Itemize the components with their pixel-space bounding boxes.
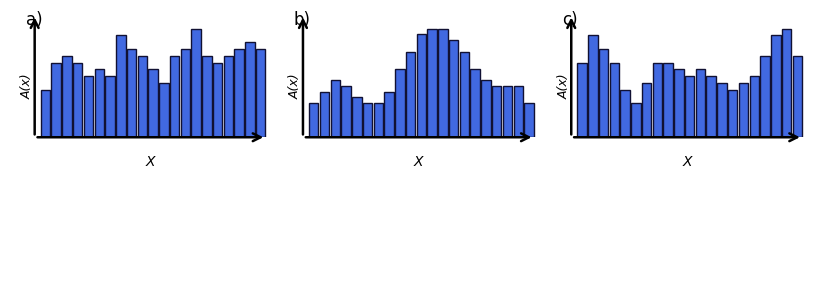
Text: b): b)	[293, 11, 311, 29]
Bar	[170, 56, 180, 137]
Bar	[41, 90, 50, 137]
Bar	[374, 103, 383, 137]
Text: A(x): A(x)	[557, 73, 570, 99]
Bar	[180, 49, 190, 137]
Bar	[246, 42, 254, 137]
Bar	[191, 29, 201, 137]
Bar	[213, 63, 223, 137]
Text: X: X	[414, 155, 424, 169]
Bar	[137, 56, 147, 137]
Bar	[750, 76, 759, 137]
Bar	[588, 35, 598, 137]
Bar	[159, 83, 168, 137]
Text: a): a)	[25, 11, 42, 29]
Bar	[331, 80, 340, 137]
Bar	[717, 83, 727, 137]
Bar	[577, 63, 587, 137]
Text: A(x): A(x)	[289, 73, 302, 99]
Bar	[524, 103, 534, 137]
Bar	[728, 90, 737, 137]
Bar	[148, 70, 158, 137]
Bar	[706, 76, 716, 137]
Bar	[63, 56, 72, 137]
Bar	[224, 56, 233, 137]
Text: c): c)	[562, 11, 578, 29]
Bar	[438, 29, 448, 137]
Bar	[116, 35, 125, 137]
Text: X: X	[146, 155, 155, 169]
Bar	[395, 69, 405, 137]
Bar	[341, 86, 350, 137]
Bar	[256, 49, 266, 137]
Bar	[631, 103, 641, 137]
Bar	[234, 49, 244, 137]
Bar	[352, 97, 362, 137]
Bar	[610, 63, 619, 137]
Bar	[94, 70, 104, 137]
Bar	[760, 56, 770, 137]
Bar	[492, 86, 502, 137]
Bar	[739, 83, 748, 137]
Bar	[685, 76, 694, 137]
Bar	[782, 29, 791, 137]
Bar	[653, 63, 662, 137]
Bar	[771, 35, 780, 137]
Bar	[696, 70, 705, 137]
Bar	[471, 69, 480, 137]
Bar	[320, 92, 329, 137]
Bar	[309, 103, 319, 137]
Bar	[642, 83, 651, 137]
Text: A(x): A(x)	[20, 73, 33, 99]
Bar	[73, 63, 82, 137]
Bar	[363, 103, 372, 137]
Bar	[106, 76, 115, 137]
Bar	[449, 40, 459, 137]
Bar	[481, 80, 491, 137]
Bar	[406, 52, 415, 137]
Bar	[51, 63, 61, 137]
Bar	[127, 49, 137, 137]
Bar	[599, 49, 608, 137]
Bar	[674, 70, 684, 137]
Bar	[202, 56, 211, 137]
Bar	[385, 92, 393, 137]
Bar	[663, 63, 673, 137]
Bar	[620, 90, 630, 137]
Bar	[416, 34, 426, 137]
Bar	[502, 86, 512, 137]
Bar	[84, 76, 93, 137]
Bar	[514, 86, 523, 137]
Bar	[793, 56, 802, 137]
Bar	[459, 52, 469, 137]
Text: X: X	[682, 155, 692, 169]
Bar	[428, 29, 437, 137]
